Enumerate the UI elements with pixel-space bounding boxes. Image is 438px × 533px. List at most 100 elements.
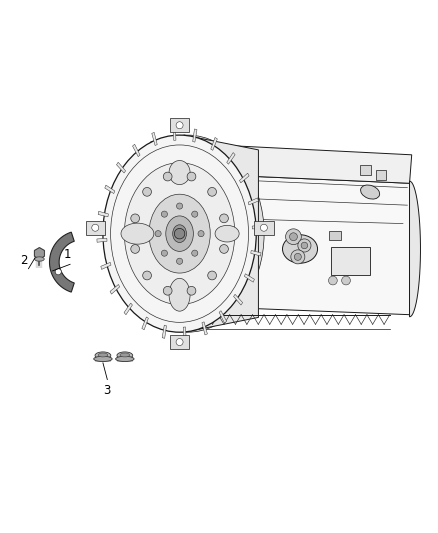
Circle shape: [328, 276, 337, 285]
Circle shape: [219, 245, 228, 253]
Circle shape: [143, 271, 152, 280]
Polygon shape: [410, 181, 420, 317]
Ellipse shape: [124, 163, 235, 304]
Polygon shape: [110, 285, 120, 294]
Circle shape: [298, 239, 311, 252]
Polygon shape: [240, 173, 249, 183]
Ellipse shape: [116, 356, 134, 361]
FancyBboxPatch shape: [331, 247, 370, 275]
Ellipse shape: [111, 135, 264, 332]
FancyBboxPatch shape: [95, 356, 111, 361]
Circle shape: [192, 250, 198, 256]
Circle shape: [161, 250, 167, 256]
Circle shape: [187, 286, 196, 295]
Ellipse shape: [215, 225, 239, 242]
Circle shape: [208, 188, 216, 196]
Circle shape: [301, 242, 307, 249]
Text: 1: 1: [64, 248, 72, 261]
Circle shape: [342, 276, 350, 285]
Circle shape: [131, 214, 140, 223]
Polygon shape: [248, 198, 258, 205]
Polygon shape: [124, 303, 132, 315]
Polygon shape: [193, 129, 197, 142]
Circle shape: [187, 172, 196, 181]
Text: 2: 2: [20, 254, 28, 266]
Polygon shape: [162, 325, 166, 338]
Text: 3: 3: [104, 384, 111, 397]
FancyBboxPatch shape: [85, 221, 105, 235]
Circle shape: [163, 286, 172, 295]
Polygon shape: [105, 185, 115, 193]
Circle shape: [198, 231, 204, 237]
FancyBboxPatch shape: [328, 231, 341, 240]
FancyBboxPatch shape: [170, 118, 189, 132]
Circle shape: [55, 269, 61, 275]
Polygon shape: [173, 127, 176, 140]
Polygon shape: [251, 251, 261, 256]
Polygon shape: [39, 251, 44, 256]
Circle shape: [143, 188, 152, 196]
Circle shape: [208, 271, 216, 280]
Polygon shape: [233, 294, 243, 305]
Polygon shape: [35, 248, 44, 259]
Polygon shape: [35, 248, 39, 253]
Ellipse shape: [169, 278, 190, 311]
Polygon shape: [152, 132, 157, 146]
Polygon shape: [142, 317, 148, 330]
Circle shape: [177, 258, 183, 264]
Ellipse shape: [166, 216, 193, 252]
Circle shape: [219, 214, 228, 223]
FancyBboxPatch shape: [170, 335, 189, 349]
Polygon shape: [227, 152, 235, 164]
Circle shape: [290, 233, 297, 241]
Ellipse shape: [169, 160, 190, 184]
Ellipse shape: [360, 185, 380, 199]
Polygon shape: [98, 211, 108, 217]
Polygon shape: [184, 135, 258, 332]
Polygon shape: [39, 248, 44, 253]
Ellipse shape: [149, 194, 210, 273]
Ellipse shape: [94, 356, 112, 361]
Ellipse shape: [95, 352, 111, 359]
Circle shape: [163, 172, 172, 181]
Circle shape: [176, 338, 183, 345]
Polygon shape: [244, 274, 254, 282]
Circle shape: [174, 229, 185, 239]
Circle shape: [131, 245, 140, 253]
Polygon shape: [97, 238, 107, 243]
Polygon shape: [211, 138, 217, 150]
Ellipse shape: [120, 353, 130, 357]
Polygon shape: [131, 142, 412, 183]
Circle shape: [192, 211, 198, 217]
Polygon shape: [252, 225, 262, 229]
FancyBboxPatch shape: [254, 221, 273, 235]
Polygon shape: [35, 253, 39, 259]
Ellipse shape: [121, 223, 154, 244]
Polygon shape: [35, 251, 39, 256]
Circle shape: [161, 211, 167, 217]
Polygon shape: [131, 171, 410, 314]
FancyBboxPatch shape: [360, 165, 371, 174]
FancyBboxPatch shape: [117, 356, 133, 361]
Polygon shape: [101, 262, 111, 269]
Polygon shape: [219, 311, 226, 323]
Circle shape: [155, 231, 161, 237]
Ellipse shape: [35, 257, 44, 261]
Polygon shape: [183, 327, 186, 340]
Polygon shape: [133, 144, 140, 157]
Ellipse shape: [103, 135, 256, 332]
Circle shape: [92, 224, 99, 231]
FancyBboxPatch shape: [376, 170, 386, 180]
Ellipse shape: [283, 235, 318, 263]
Circle shape: [176, 122, 183, 129]
Ellipse shape: [98, 353, 108, 357]
Polygon shape: [39, 253, 44, 259]
Ellipse shape: [173, 225, 187, 243]
Polygon shape: [202, 322, 208, 335]
Ellipse shape: [117, 352, 133, 359]
Polygon shape: [49, 232, 74, 292]
Polygon shape: [117, 162, 126, 173]
Circle shape: [286, 229, 301, 245]
Circle shape: [291, 250, 305, 264]
Circle shape: [260, 224, 267, 231]
